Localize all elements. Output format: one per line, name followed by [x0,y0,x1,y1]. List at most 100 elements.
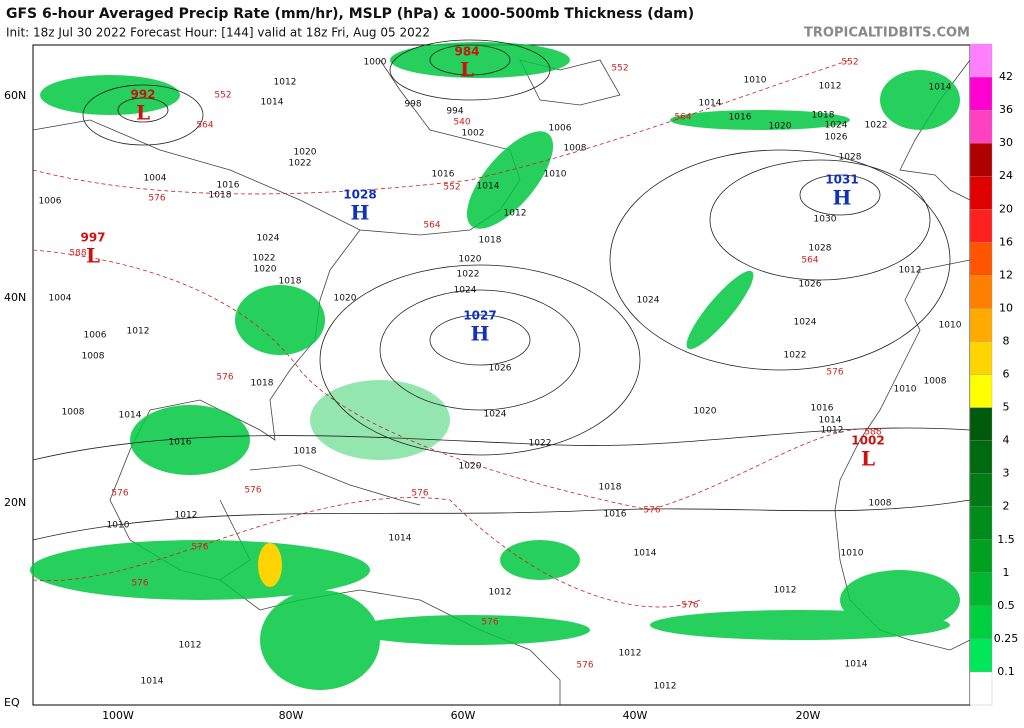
isobar-label: 1010 [107,521,130,531]
colorbar-label: 16 [999,235,1013,248]
colorbar-label: 2 [1003,500,1010,513]
isobar-label: 1024 [454,286,477,296]
center-letter: H [833,186,852,210]
precip-area [840,570,960,630]
isobar-label: 1014 [699,99,722,109]
latitude-label: EQ [4,696,20,709]
colorbar-label: 1 [1003,566,1010,579]
isobar-label: 1008 [82,352,105,362]
isobar-label: 1022 [253,254,276,264]
latitude-label: 40N [4,291,26,304]
longitude-label: 20W [796,709,821,722]
isobar-label: 998 [404,100,421,110]
thickness-label: 540 [453,118,470,128]
isobar-label: 1024 [825,121,848,131]
thickness-label: 564 [801,256,818,266]
isobar-label: 1008 [869,499,892,509]
isobar-label: 1012 [819,82,842,92]
isobar [32,427,971,461]
isobar-label: 1020 [694,407,717,417]
isobar-label: 1026 [489,364,512,374]
isobar [117,97,169,123]
precip-area [390,42,570,78]
isobar-label: 1022 [865,121,888,131]
isobar-label: 1010 [841,549,864,559]
thickness-label: 576 [244,486,261,496]
colorbar-label: 12 [999,268,1013,281]
center-letter: H [471,322,490,346]
isobar-label: 1012 [274,78,297,88]
isobar-label: 1006 [39,197,62,207]
site-credit: TROPICALTIDBITS.COM [804,26,970,41]
isobar-label: 1022 [784,351,807,361]
isobar-label: 1014 [634,549,657,559]
colorbar-segment [969,76,993,111]
colorbar-segment [969,407,993,441]
isobar-label: 1020 [294,148,317,158]
colorbar-segment [969,473,993,507]
isobar-label: 1024 [794,318,817,328]
longitude-label: 60W [451,709,476,722]
latitude-label: 60N [4,89,26,102]
precip-area [880,70,960,130]
isobar-label: 1018 [812,111,835,121]
precip-area [500,540,580,580]
isobar-label: 1012 [821,426,844,436]
colorbar-label: 6 [1003,368,1010,381]
colorbar-segment [969,142,993,177]
precip-area [30,540,370,600]
isobar-label: 1008 [564,144,587,154]
isobar-label: 1022 [289,159,312,169]
colorbar-label: 20 [999,202,1013,215]
isobar-label: 1018 [479,236,502,246]
center-value: 1028 [343,188,376,202]
isobar-label: 1018 [599,483,622,493]
colorbar-segment [969,440,993,474]
isobar-label: 1020 [769,122,792,132]
isobar [429,44,511,76]
isobar-label: 1016 [169,438,192,448]
isobar-label: 994 [446,107,463,117]
isobar-label: 1012 [619,649,642,659]
precip-area [350,615,590,645]
isobar-label: 1018 [279,277,302,287]
isobar-label: 1010 [544,170,567,180]
isobar [429,314,531,366]
precip-area [670,110,850,130]
colorbar-segment [969,109,993,144]
colorbar-segment [969,539,993,573]
latitude-label: 20N [4,496,26,509]
isobar-label: 1026 [825,133,848,143]
isobar [709,159,931,281]
isobar-label: 1012 [179,641,202,651]
thickness-label: 576 [131,579,148,589]
isobar-label: 1012 [489,588,512,598]
isobar-label: 1014 [845,660,868,670]
thickness-line [32,497,701,608]
isobar-label: 1002 [462,129,485,139]
colorbar-label: 5 [1003,401,1010,414]
thickness-line [32,249,881,511]
isobar-label: 1008 [62,408,85,418]
center-letter: L [86,244,100,268]
thickness-label: 576 [681,601,698,611]
thickness-label: 564 [674,113,691,123]
isobar-label: 1014 [929,83,952,93]
thickness-label: 552 [611,64,628,74]
center-letter: L [136,101,150,125]
isobar-label: 1014 [819,416,842,426]
isobar-label: 1020 [254,265,277,275]
thickness-label: 576 [191,543,208,553]
isobar-label: 1018 [209,191,232,201]
thickness-label: 552 [841,58,858,68]
thickness-label: 576 [111,489,128,499]
isobar-label: 1018 [251,379,274,389]
isobar-label: 1014 [141,677,164,687]
thickness-label: 576 [826,368,843,378]
isobar-label: 1012 [504,209,527,219]
isobar-label: 1012 [899,266,922,276]
isobar-label: 1008 [924,377,947,387]
isobar-label: 1028 [809,244,832,254]
thickness-label: 576 [643,506,660,516]
